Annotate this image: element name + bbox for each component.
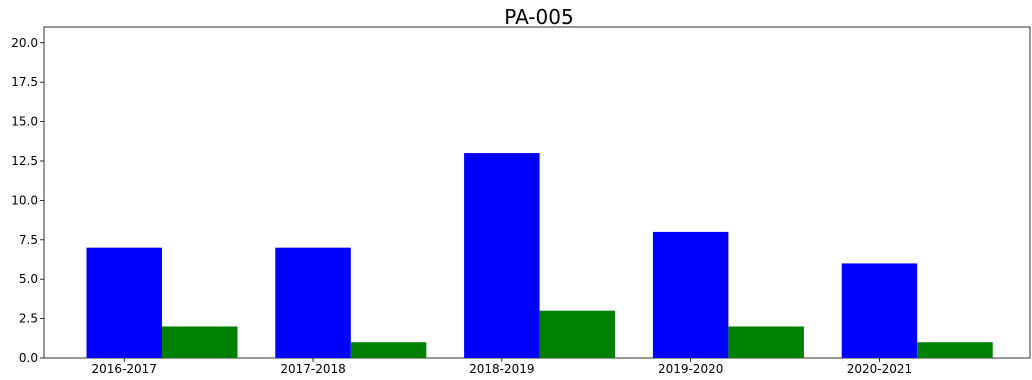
- x-tick-label: 2016-2017: [92, 362, 157, 376]
- bar-series-1-2019-2020: [652, 231, 729, 358]
- bar-series-1-2018-2019: [464, 153, 540, 358]
- y-tick-label: 12.5: [11, 154, 38, 168]
- y-tick-label: 15.0: [11, 115, 38, 129]
- y-tick-label: 2.5: [19, 312, 38, 326]
- bar-series-1-2017-2018: [275, 247, 351, 358]
- x-tick-label: 2020-2021: [847, 362, 912, 376]
- y-tick-label: 7.5: [19, 233, 38, 247]
- y-tick-label: 20.0: [11, 36, 38, 50]
- y-tick-label: 5.0: [19, 272, 38, 286]
- y-tick-label: 0.0: [19, 351, 38, 365]
- bar-series-2-2019-2020: [728, 326, 804, 358]
- x-tick-label: 2018-2019: [469, 362, 534, 376]
- y-axis: 0.0 2.5 5.0 7.5 10.0 12.5 15.0 17.5 20.0: [11, 36, 44, 365]
- y-tick-label: 10.0: [11, 193, 38, 207]
- bar-series-2-2017-2018: [350, 342, 427, 358]
- bar-series-2-2016-2017: [162, 326, 238, 358]
- bars: [86, 153, 993, 358]
- bar-series-1-2016-2017: [86, 247, 162, 358]
- x-tick-label: 2019-2020: [658, 362, 723, 376]
- x-axis: 2016-2017 2017-2018 2018-2019 2019-2020 2020…: [92, 358, 912, 376]
- chart-title: PA-005: [504, 5, 573, 29]
- bar-series-2-2018-2019: [539, 310, 616, 358]
- x-tick-label: 2017-2018: [280, 362, 345, 376]
- y-tick-label: 17.5: [11, 75, 38, 89]
- bar-series-1-2020-2021: [841, 263, 918, 358]
- bar-series-2-2020-2021: [917, 342, 993, 358]
